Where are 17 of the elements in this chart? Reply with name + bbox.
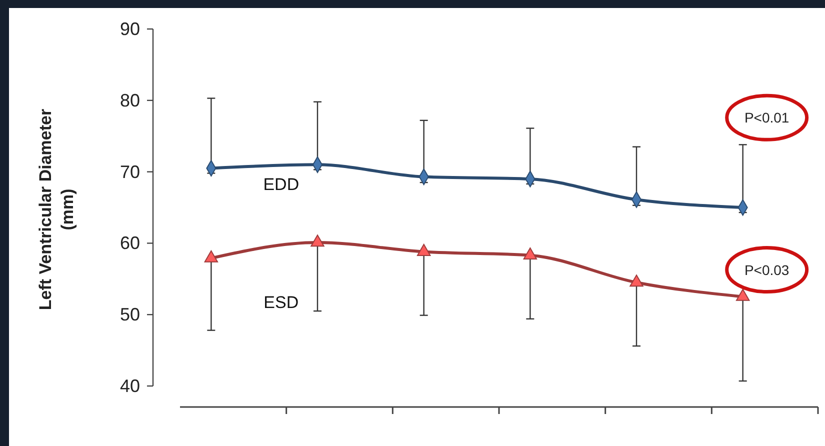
y-axis-title: Left Ventricular Diameter (mm) xyxy=(36,108,77,310)
y-tick-label: 60 xyxy=(120,233,140,254)
text: ESD xyxy=(264,293,299,312)
point xyxy=(310,234,324,247)
annotation: P<0.03 xyxy=(744,262,790,278)
point xyxy=(630,274,644,287)
y-tick-label: 80 xyxy=(120,90,140,110)
y-tick-label: 70 xyxy=(120,162,140,182)
y-tick-label: 50 xyxy=(120,304,140,325)
annotation: P<0.01 xyxy=(744,110,790,126)
point xyxy=(736,288,750,301)
point xyxy=(416,244,431,256)
y-tick-label: 40 xyxy=(120,376,140,396)
series-label: EDD xyxy=(263,175,300,194)
point xyxy=(523,247,538,260)
y-tick-label: 90 xyxy=(120,19,140,39)
point xyxy=(204,250,218,262)
